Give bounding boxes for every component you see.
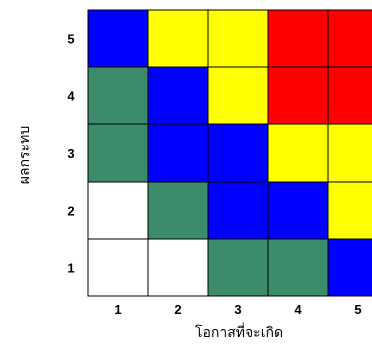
risk-cell-impact-5-likelihood-5	[327, 9, 372, 68]
risk-cell-impact-1-likelihood-4	[267, 238, 329, 297]
risk-cell-impact-5-likelihood-3	[207, 9, 269, 68]
risk-cell-impact-5-likelihood-4	[267, 9, 329, 68]
risk-cell-impact-1-likelihood-3	[207, 238, 269, 297]
y-axis-label: ผลกระทบ	[17, 126, 33, 184]
risk-cell-impact-3-likelihood-4	[267, 123, 329, 183]
risk-cell-impact-3-likelihood-3	[207, 123, 269, 183]
x-tick-label-5: 5	[354, 302, 361, 317]
risk-cell-impact-4-likelihood-3	[207, 66, 269, 125]
risk-cell-impact-3-likelihood-2	[147, 123, 209, 183]
risk-cell-impact-2-likelihood-1	[87, 181, 149, 240]
risk-cell-impact-4-likelihood-4	[267, 66, 329, 125]
risk-cell-impact-2-likelihood-2	[147, 181, 209, 240]
y-tick-label-3: 3	[67, 146, 74, 161]
risk-cell-impact-2-likelihood-3	[207, 181, 269, 240]
risk-cell-impact-3-likelihood-5	[327, 123, 372, 183]
y-tick-label-1: 1	[67, 261, 74, 276]
risk-cell-impact-5-likelihood-1	[87, 9, 149, 68]
risk-cell-impact-3-likelihood-1	[87, 123, 149, 183]
y-axis-ticks: 1 2 3 4 5	[67, 32, 75, 276]
risk-cell-impact-5-likelihood-2	[147, 9, 209, 68]
risk-cell-impact-4-likelihood-1	[87, 66, 149, 125]
risk-cell-impact-1-likelihood-5	[327, 238, 372, 297]
y-tick-label-4: 4	[67, 89, 75, 104]
x-axis-label: โอกาสที่จะเกิด	[195, 323, 283, 341]
risk-cell-impact-4-likelihood-2	[147, 66, 209, 125]
risk-cell-impact-2-likelihood-5	[327, 181, 372, 240]
y-tick-label-2: 2	[67, 204, 74, 219]
risk-cell-impact-4-likelihood-5	[327, 66, 372, 125]
x-tick-label-4: 4	[294, 302, 302, 317]
risk-matrix-cells	[87, 9, 372, 297]
x-tick-label-2: 2	[174, 302, 181, 317]
x-tick-label-1: 1	[114, 302, 121, 317]
risk-cell-impact-2-likelihood-4	[267, 181, 329, 240]
y-tick-label-5: 5	[67, 32, 74, 47]
risk-cell-impact-1-likelihood-1	[87, 238, 149, 297]
risk-cell-impact-1-likelihood-2	[147, 238, 209, 297]
x-axis-ticks: 1 2 3 4 5	[114, 302, 361, 317]
x-tick-label-3: 3	[234, 302, 241, 317]
